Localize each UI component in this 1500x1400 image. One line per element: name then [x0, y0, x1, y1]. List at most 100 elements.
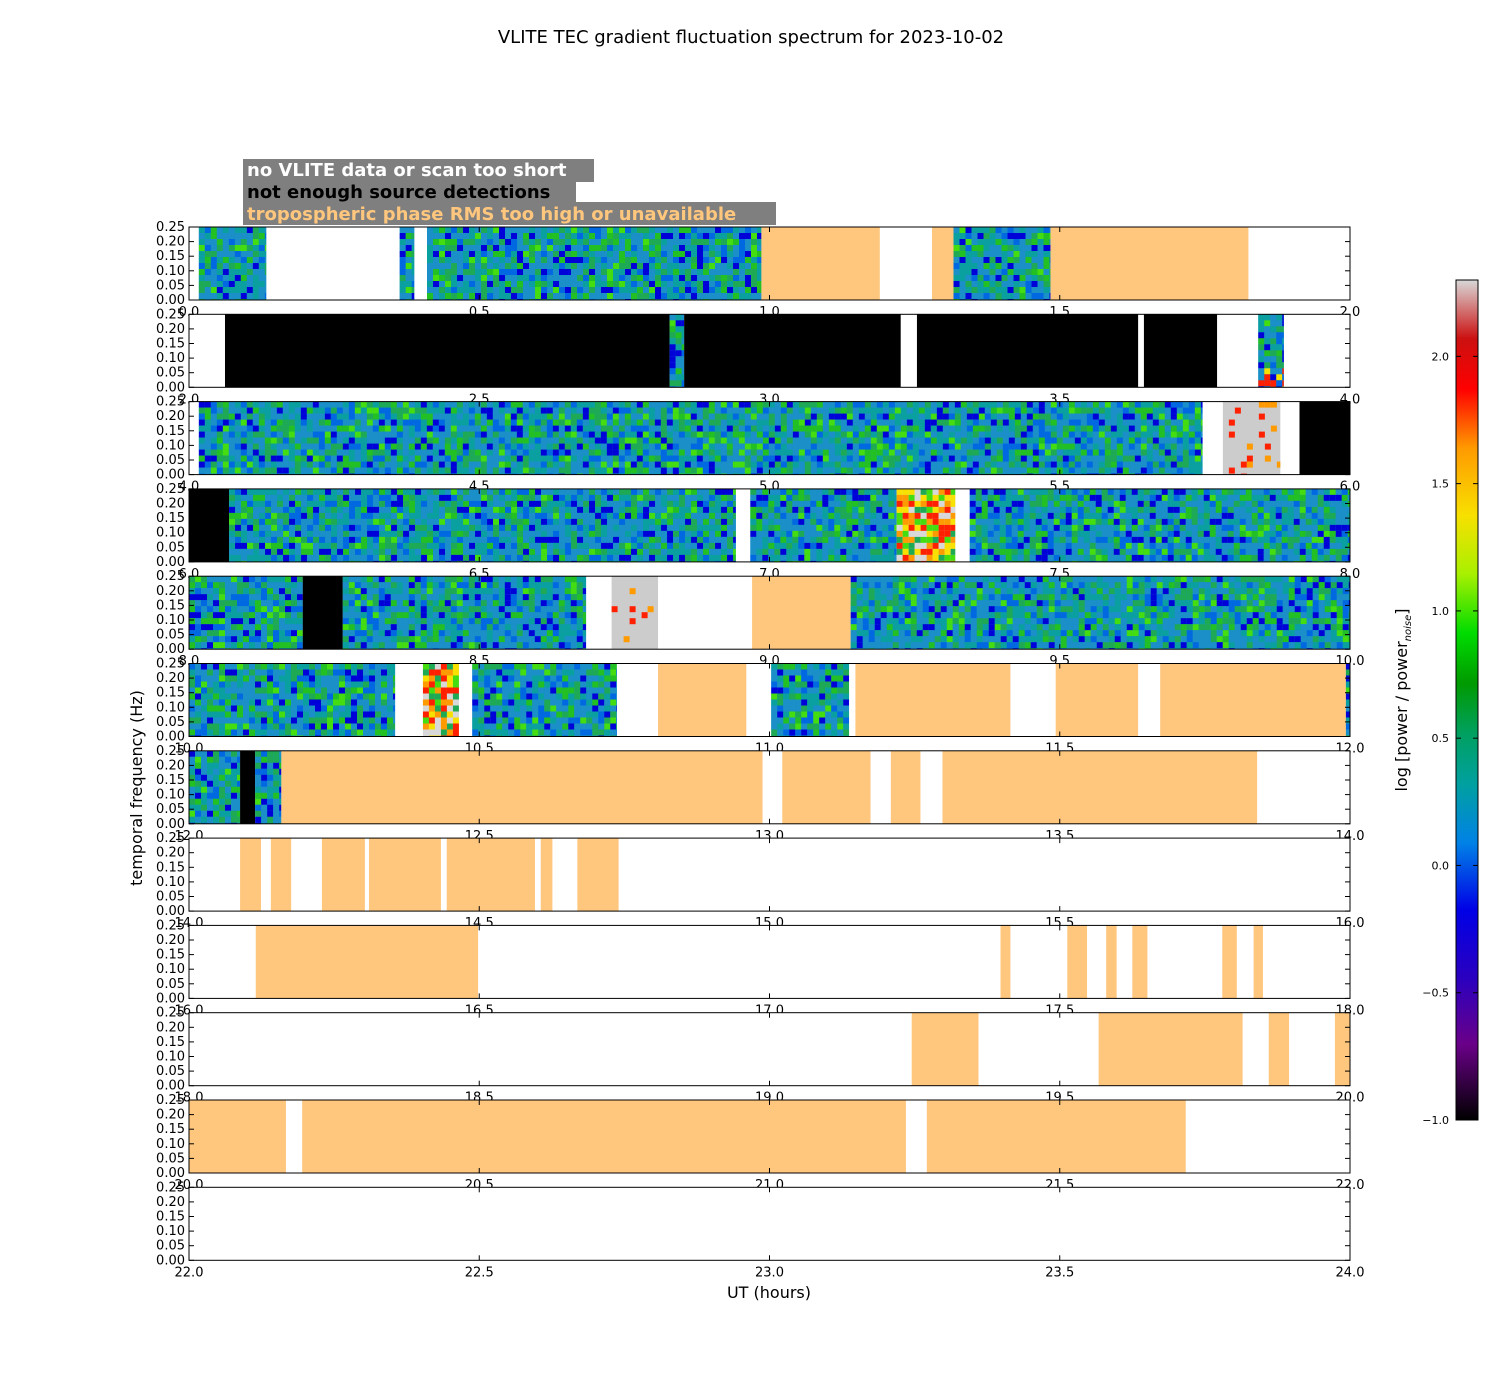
- spectrum-cell: [343, 500, 350, 507]
- spectrum-cell: [642, 413, 649, 420]
- spectrum-cell: [361, 488, 368, 495]
- spectrum-cell: [834, 455, 841, 462]
- spectrum-cell: [703, 524, 710, 531]
- spectrum-cell: [480, 431, 487, 438]
- spectrum-cell: [433, 488, 440, 495]
- spectrum-cell: [540, 401, 547, 408]
- spectrum-cell: [553, 263, 560, 269]
- spectrum-cell: [504, 419, 511, 426]
- spectrum-cell: [709, 524, 716, 531]
- spectrum-cell: [870, 467, 877, 474]
- spectrum-cell: [397, 500, 404, 507]
- spectrum-cell: [661, 548, 668, 555]
- spectrum-cell: [882, 455, 889, 462]
- spectrum-cell: [924, 449, 931, 456]
- spectrum-cell: [1110, 419, 1117, 426]
- spectrum-cell: [924, 419, 931, 426]
- spectrum-cell: [732, 449, 739, 456]
- spectrum-cell: [822, 437, 829, 444]
- spectrum-cell: [403, 518, 410, 525]
- spectrum-cell: [499, 536, 506, 543]
- spectrum-cell: [433, 536, 440, 543]
- spectrum-cell: [420, 455, 427, 462]
- spectrum-cell: [643, 494, 650, 501]
- spectrum-cell: [409, 554, 416, 561]
- spectrum-cell: [402, 467, 409, 474]
- spectrum-cell: [474, 449, 481, 456]
- spectrum-cell: [234, 239, 241, 245]
- spectrum-cell: [259, 530, 266, 537]
- spectrum-cell: [709, 287, 716, 293]
- spectrum-cell: [1002, 419, 1009, 426]
- spectrum-cell: [679, 518, 686, 525]
- spectrum-cell: [228, 293, 235, 299]
- spectrum-cell: [1134, 419, 1141, 426]
- spectrum-cell: [493, 506, 500, 513]
- spectrum-cell: [864, 530, 871, 537]
- spectrum-cell: [613, 506, 620, 513]
- spectrum-cell: [757, 245, 762, 251]
- spectrum-cell: [529, 530, 536, 537]
- spectrum-cell: [708, 419, 715, 426]
- spectrum-cell: [864, 524, 871, 531]
- spectrum-cell: [481, 245, 488, 251]
- spectrum-cell: [703, 548, 710, 555]
- spectrum-cell: [432, 467, 439, 474]
- spectrum-cell: [390, 431, 397, 438]
- spectrum-cell: [565, 275, 572, 281]
- spectrum-cell: [1264, 380, 1271, 387]
- spectrum-cell: [600, 419, 607, 426]
- spectrum-cell: [355, 488, 362, 495]
- spectrum-cell: [703, 245, 710, 251]
- spectrum-cell: [1043, 263, 1050, 269]
- spectrum-cell: [582, 437, 589, 444]
- spectrum-cell: [780, 542, 787, 549]
- spectrum-cell: [852, 506, 859, 513]
- spectrum-cell: [264, 239, 267, 245]
- spectrum-cell: [445, 281, 452, 287]
- spectrum-cell: [649, 245, 656, 251]
- spectrum-cell: [402, 431, 409, 438]
- spectrum-cell: [679, 548, 686, 555]
- spectrum-cell: [1270, 320, 1277, 327]
- spectrum-cell: [792, 518, 799, 525]
- spectrum-cell: [240, 287, 247, 293]
- spectrum-cell: [588, 437, 595, 444]
- spectrum-cell: [816, 524, 823, 531]
- spectrum-cell: [774, 461, 781, 468]
- spectrum-cell: [529, 548, 536, 555]
- spectrum-cell: [1086, 461, 1093, 468]
- spectrum-cell: [505, 488, 512, 495]
- spectrum-cell: [589, 281, 596, 287]
- spectrum-cell: [667, 512, 674, 519]
- spectrum-cell: [583, 239, 590, 245]
- spectrum-cell: [673, 536, 680, 543]
- spectrum-cell: [655, 257, 662, 263]
- spectrum-cell: [564, 467, 571, 474]
- spectrum-cell: [978, 407, 985, 414]
- spectrum-cell: [246, 281, 253, 287]
- spectrum-cell: [469, 512, 476, 519]
- spectrum-cell: [312, 455, 319, 462]
- spectrum-cell: [1014, 425, 1021, 432]
- spectrum-cell: [625, 518, 632, 525]
- spectrum-cell: [607, 245, 614, 251]
- spectrum-cell: [990, 437, 997, 444]
- spectrum-cell: [1194, 413, 1201, 420]
- spectrum-cell: [595, 506, 602, 513]
- spectrum-cell: [709, 239, 716, 245]
- spectrum-cell: [216, 287, 223, 293]
- spectrum-cell: [294, 413, 301, 420]
- spectrum-cell: [277, 554, 284, 561]
- spectrum-cell: [953, 293, 960, 299]
- spectrum-cell: [649, 554, 656, 561]
- spectrum-cell: [229, 542, 236, 549]
- spectrum-cell: [438, 419, 445, 426]
- spectrum-cell: [265, 530, 272, 537]
- spectrum-cell: [685, 239, 692, 245]
- spectrum-cell: [399, 281, 406, 287]
- spectrum-cell: [1080, 401, 1087, 408]
- spectrum-cell: [373, 548, 380, 555]
- spectrum-cell: [696, 431, 703, 438]
- spectrum-cell: [391, 536, 398, 543]
